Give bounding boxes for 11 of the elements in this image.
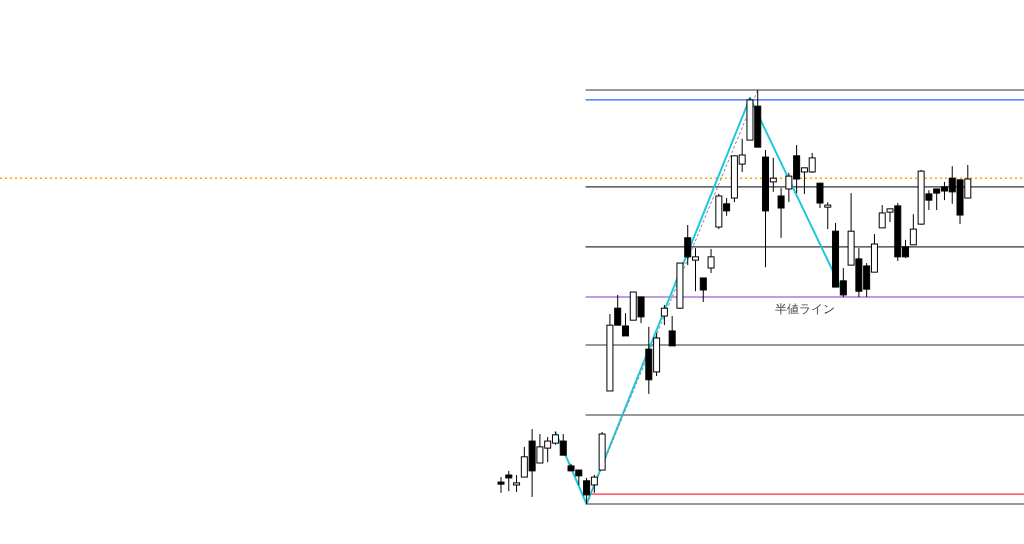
candlestick bbox=[497, 476, 505, 494]
candlestick bbox=[816, 182, 824, 209]
candlestick bbox=[824, 201, 832, 230]
candlestick bbox=[909, 213, 917, 246]
ref-line-label: 半値ライン bbox=[774, 302, 835, 316]
candlestick bbox=[699, 277, 707, 303]
candlestick bbox=[660, 304, 668, 326]
candlestick bbox=[777, 187, 785, 239]
candlestick bbox=[707, 248, 715, 274]
candlestick bbox=[668, 315, 676, 347]
candlestick bbox=[505, 470, 513, 492]
